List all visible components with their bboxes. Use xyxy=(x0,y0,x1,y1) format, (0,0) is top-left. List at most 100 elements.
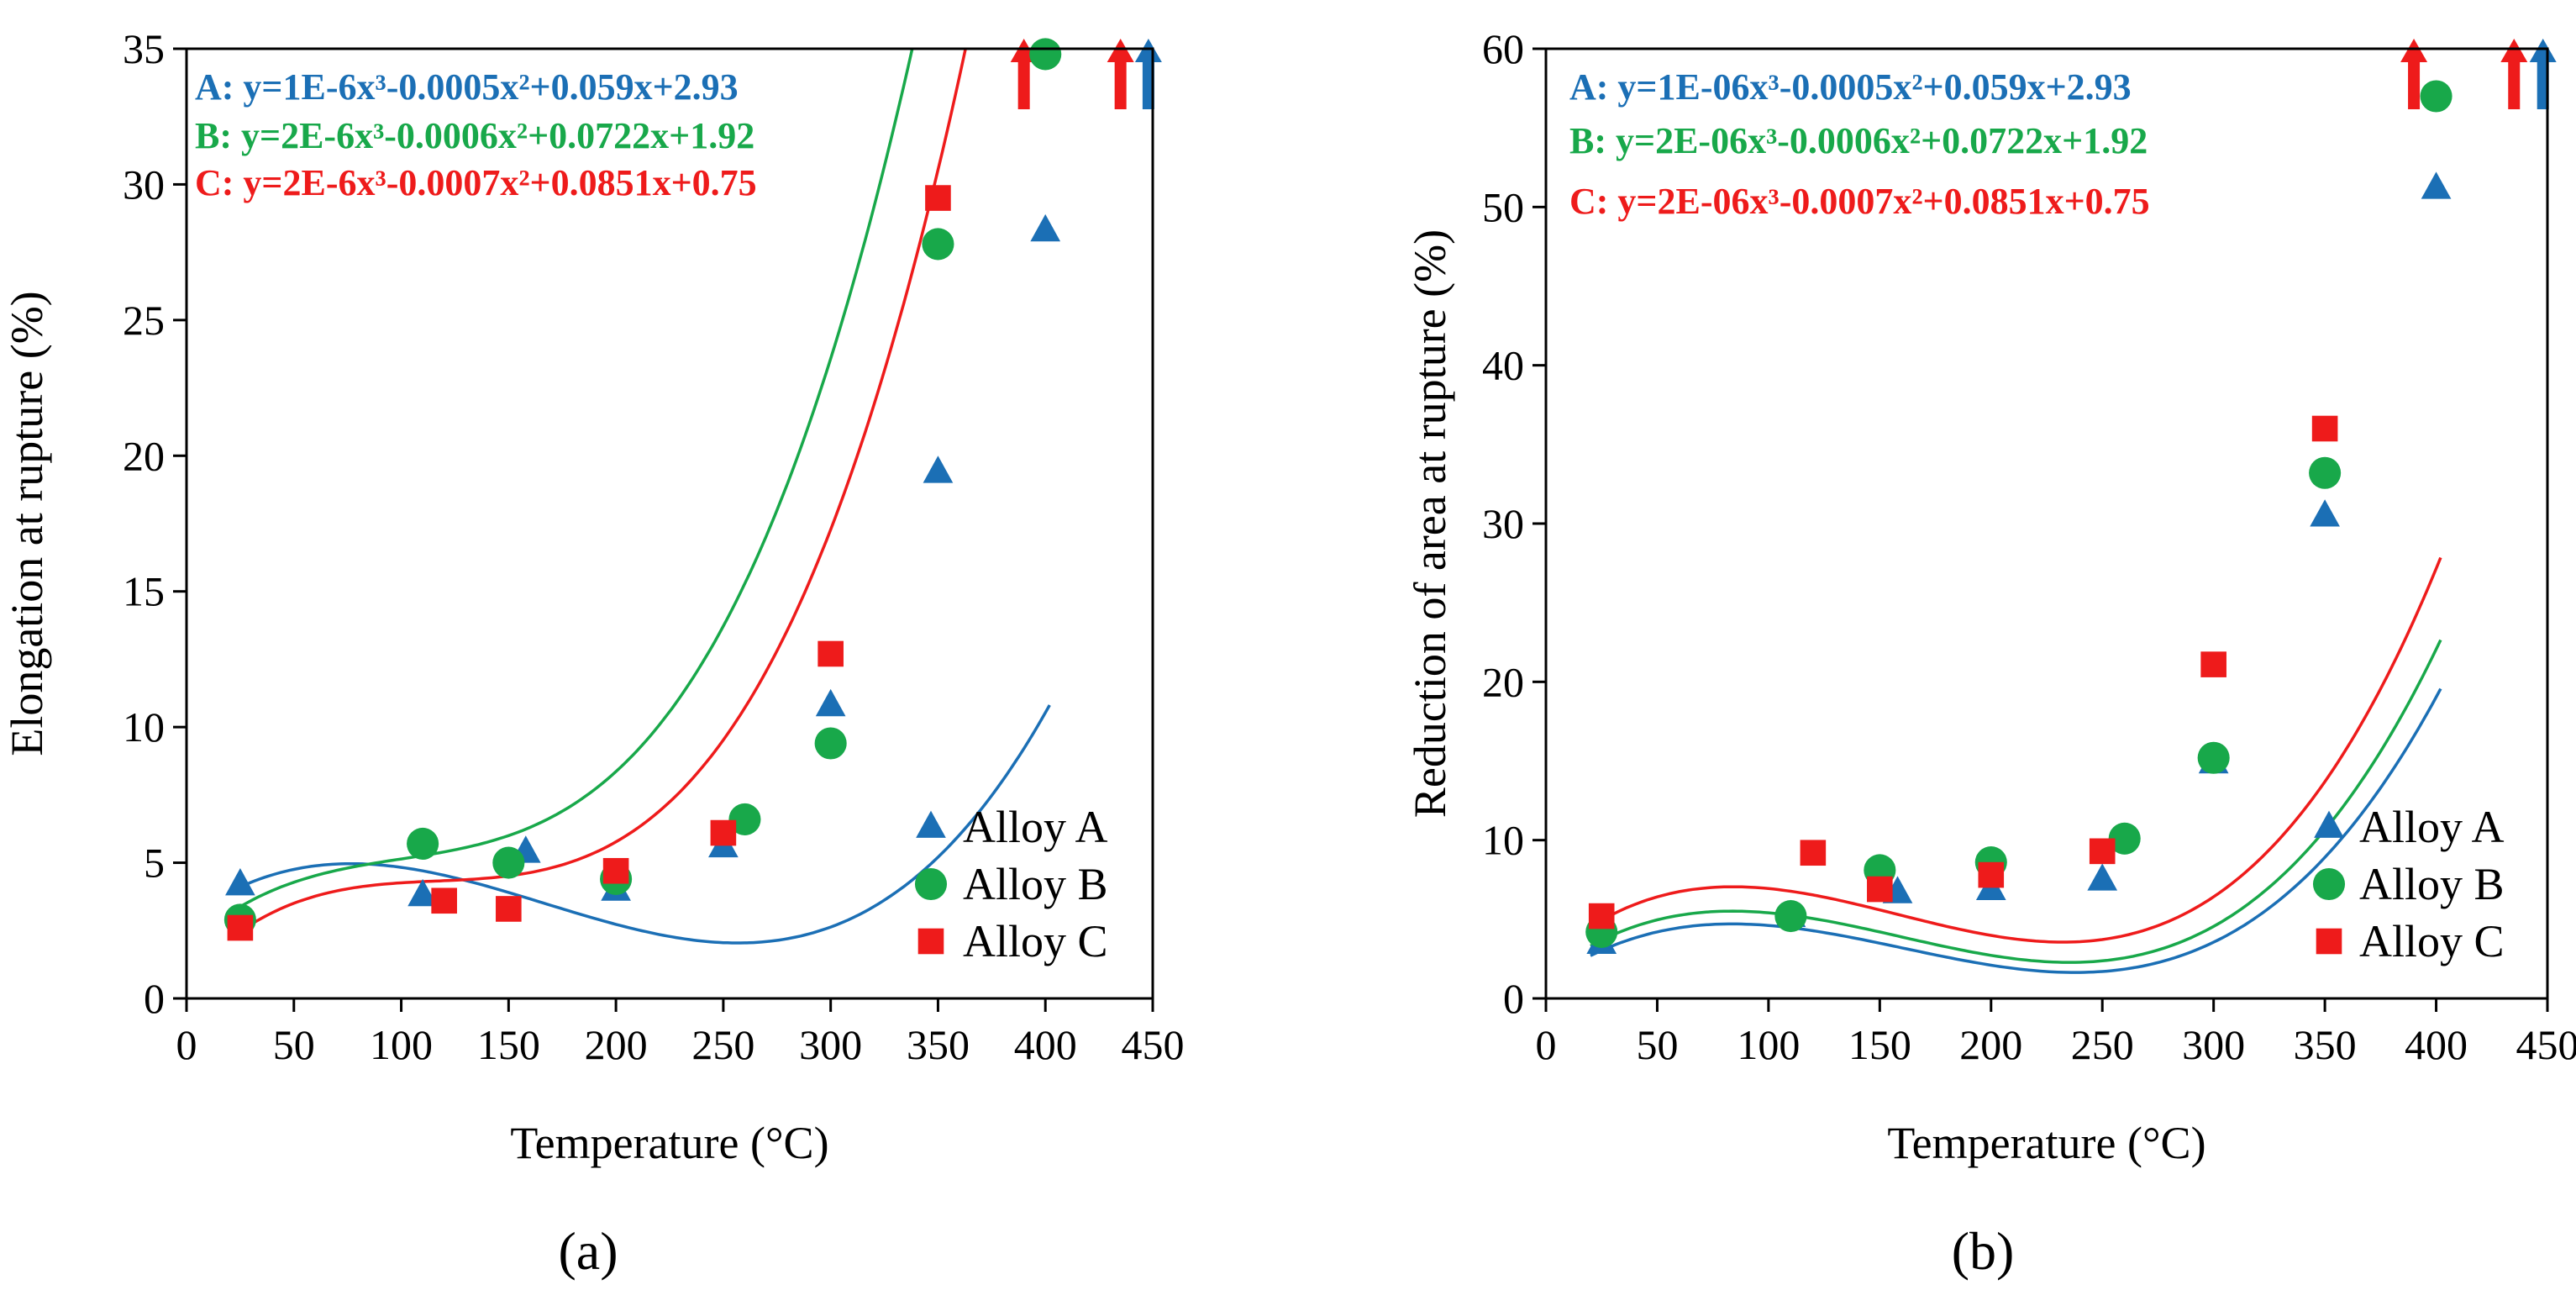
point-c xyxy=(2311,415,2338,442)
legend-marker-b xyxy=(914,867,948,901)
legend-item-alloy-a: Alloy A xyxy=(2314,802,2505,852)
x-axis-label: Temperature (°C) xyxy=(510,1118,828,1168)
point-b xyxy=(2309,456,2342,489)
point-c xyxy=(1800,840,1827,866)
y-tick-label: 40 xyxy=(1482,342,1524,389)
x-tick-label: 100 xyxy=(1737,1021,1800,1068)
point-c xyxy=(2200,651,2226,677)
y-tick-label: 60 xyxy=(1482,25,1524,72)
y-axis-label: Reduction of area at rupture (%) xyxy=(1405,229,1455,818)
x-tick-label: 450 xyxy=(2516,1021,2576,1068)
point-b xyxy=(922,228,954,261)
x-tick-label: 350 xyxy=(2294,1021,2357,1068)
equation-b: B: y=2E-06x³-0.0006x²+0.0722x+1.92 xyxy=(1569,120,2148,161)
panel-label-b: (b) xyxy=(1952,1221,2015,1281)
y-axis-label: Elongation at rupture (%) xyxy=(2,291,52,756)
panel-b: 0 50 100 150 200 250 300 350 400 450 0 10 20 30 40 50 60… xyxy=(1405,25,2576,1281)
point-c xyxy=(431,887,457,914)
point-c xyxy=(496,896,522,922)
off-scale-arrow-a xyxy=(1134,39,1162,109)
point-b xyxy=(407,827,439,861)
fit-curve-c xyxy=(229,49,967,940)
legend-item-alloy-b: Alloy B xyxy=(914,859,1108,909)
panel-label-a: (a) xyxy=(558,1221,618,1281)
fit-equations: A: y=1E-06x³-0.0005x²+0.059x+2.93 B: y=2… xyxy=(1569,66,2150,222)
x-axis-label: Temperature (°C) xyxy=(1887,1118,2205,1168)
off-scale-arrow-c xyxy=(1107,39,1134,109)
y-tick-label: 15 xyxy=(123,568,165,615)
x-tick-label: 100 xyxy=(370,1021,433,1068)
x-tick-label: 50 xyxy=(1636,1021,1678,1068)
x-tick-label: 0 xyxy=(1536,1021,1557,1068)
fit-curve-b xyxy=(229,49,914,915)
equation-c: C: y=2E-6x³-0.0007x²+0.0851x+0.75 xyxy=(195,162,757,203)
point-c xyxy=(817,640,844,667)
legend-marker-a xyxy=(916,810,946,838)
equation-a: A: y=1E-06x³-0.0005x²+0.059x+2.93 xyxy=(1569,66,2132,108)
axes xyxy=(1532,47,2549,1012)
legend-label: Alloy B xyxy=(2359,859,2505,909)
data-points xyxy=(1585,80,2452,955)
y-tick-label: 20 xyxy=(1482,658,1524,705)
point-b xyxy=(2197,741,2230,774)
x-tick-label: 350 xyxy=(907,1021,970,1068)
point-a xyxy=(2310,499,2340,527)
point-c xyxy=(1978,861,2005,888)
point-a xyxy=(1030,213,1061,242)
legend-label: Alloy C xyxy=(963,916,1108,966)
panel-a: 0 50 100 150 200 250 300 350 400 450 0 5 10 15 20 25 30 3… xyxy=(2,25,1185,1281)
legend-label: Alloy C xyxy=(2359,916,2505,966)
legend-item-alloy-a: Alloy A xyxy=(916,802,1108,852)
fit-curve-b xyxy=(1590,639,2442,964)
tick-labels: 0 50 100 150 200 250 300 350 400 450 0 10 20 30 40 50 60 xyxy=(1482,25,2576,1068)
point-a xyxy=(2087,863,2118,891)
legend-item-alloy-c: Alloy C xyxy=(917,916,1108,966)
legend-marker-b xyxy=(2312,867,2346,901)
y-tick-label: 0 xyxy=(144,975,165,1022)
axes xyxy=(173,47,1154,1012)
y-tick-label: 25 xyxy=(123,297,165,344)
legend-label: Alloy A xyxy=(963,802,1108,852)
point-a xyxy=(923,456,954,483)
data-points xyxy=(223,38,1062,941)
point-c xyxy=(925,185,951,211)
x-tick-label: 50 xyxy=(273,1021,315,1068)
legend-marker-c xyxy=(2316,928,2342,955)
x-tick-label: 300 xyxy=(799,1021,862,1068)
legend: Alloy A Alloy B Alloy C xyxy=(914,802,1108,966)
point-b xyxy=(492,846,525,879)
x-tick-label: 150 xyxy=(1848,1021,1911,1068)
point-b xyxy=(814,727,847,760)
y-tick-label: 35 xyxy=(123,25,165,72)
x-tick-label: 250 xyxy=(691,1021,754,1068)
off-scale-arrow-a xyxy=(2529,39,2557,109)
x-tick-label: 200 xyxy=(585,1021,648,1068)
x-tick-label: 200 xyxy=(1959,1021,2022,1068)
x-tick-label: 300 xyxy=(2182,1021,2245,1068)
point-c xyxy=(1588,903,1615,929)
legend-marker-a xyxy=(2314,810,2344,838)
y-tick-label: 5 xyxy=(144,840,165,887)
plot-frame xyxy=(185,47,1154,1000)
equation-a: A: y=1E-6x³-0.0005x²+0.059x+2.93 xyxy=(195,66,739,108)
point-a xyxy=(225,868,255,896)
point-c xyxy=(227,914,254,941)
y-tick-label: 30 xyxy=(123,161,165,208)
fit-equations: A: y=1E-6x³-0.0005x²+0.059x+2.93 B: y=2E… xyxy=(195,66,757,203)
point-c xyxy=(1867,876,1893,903)
point-c xyxy=(2089,838,2116,865)
point-b xyxy=(1029,38,1062,71)
equation-c: C: y=2E-06x³-0.0007x²+0.0851x+0.75 xyxy=(1569,181,2150,222)
legend-label: Alloy B xyxy=(963,859,1108,909)
legend-item-alloy-b: Alloy B xyxy=(2312,859,2505,909)
point-b xyxy=(1774,900,1807,933)
equation-b: B: y=2E-6x³-0.0006x²+0.0722x+1.92 xyxy=(195,115,754,156)
point-b xyxy=(2108,822,2141,855)
off-scale-arrow-c xyxy=(2400,39,2428,109)
legend-marker-c xyxy=(917,928,944,955)
x-tick-label: 450 xyxy=(1122,1021,1185,1068)
fit-curves xyxy=(229,49,1051,945)
legend-label: Alloy A xyxy=(2359,802,2505,852)
y-tick-label: 10 xyxy=(123,703,165,750)
